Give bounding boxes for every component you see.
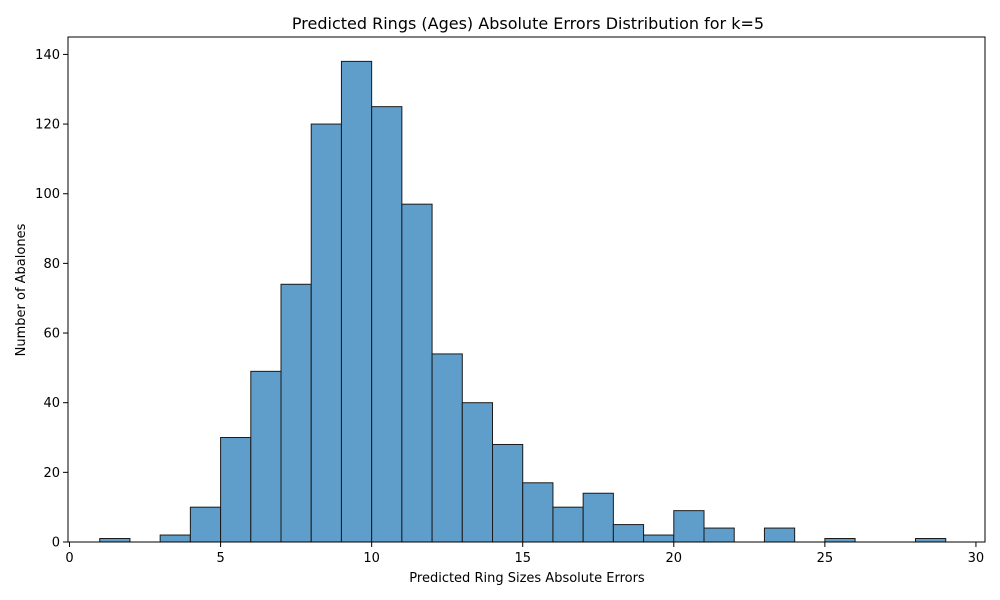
histogram-bar	[492, 443, 524, 543]
y-tick-label: 100	[35, 187, 60, 202]
y-axis-label: Number of Abalones	[14, 223, 29, 356]
histogram-bar	[461, 402, 494, 543]
histogram-bar	[99, 538, 131, 543]
histogram-bar	[552, 506, 584, 543]
x-tick-label: 30	[968, 551, 985, 566]
x-tick-label: 5	[216, 551, 224, 566]
histogram-bar	[643, 534, 675, 543]
histogram-bar	[340, 60, 373, 543]
histogram-bar	[763, 527, 796, 543]
x-tick-label: 0	[65, 551, 73, 566]
y-tick-label: 20	[43, 466, 60, 481]
histogram-bar	[915, 538, 947, 543]
y-tick-label: 140	[35, 48, 60, 63]
y-tick-label: 80	[43, 257, 60, 272]
histogram-bar	[582, 492, 614, 543]
x-tick-label: 10	[363, 551, 380, 566]
histogram-bar	[431, 353, 463, 543]
y-tick-label: 0	[52, 536, 60, 551]
histogram-bar	[703, 527, 735, 543]
bars-group	[99, 60, 947, 543]
histogram-bar	[401, 203, 433, 543]
histogram-bar	[250, 370, 282, 543]
histogram-bar	[220, 437, 252, 543]
plot-frame	[67, 36, 986, 543]
x-tick-label: 15	[514, 551, 531, 566]
y-tick-label: 60	[43, 327, 60, 342]
histogram-bar	[189, 506, 222, 543]
y-tick-label: 120	[35, 118, 60, 133]
chart-title: Predicted Rings (Ages) Absolute Errors D…	[292, 14, 764, 33]
histogram-bar	[824, 538, 856, 543]
y-tick-label: 40	[43, 396, 60, 411]
histogram-bar	[159, 534, 191, 543]
histogram-bar	[280, 283, 312, 543]
x-tick-label: 20	[666, 551, 683, 566]
histogram-bar	[522, 482, 554, 543]
x-tick-label: 25	[817, 551, 834, 566]
x-axis-ticks: 0 5 10 15 20 25 30	[65, 542, 984, 566]
histogram-bar	[673, 510, 705, 543]
histogram-bar	[310, 123, 342, 543]
y-axis-ticks: 0 20 40 60 80 100 120 140	[35, 48, 68, 551]
x-axis-label: Predicted Ring Sizes Absolute Errors	[409, 571, 645, 586]
histogram-bar	[371, 106, 403, 543]
histogram-bar	[612, 524, 645, 543]
